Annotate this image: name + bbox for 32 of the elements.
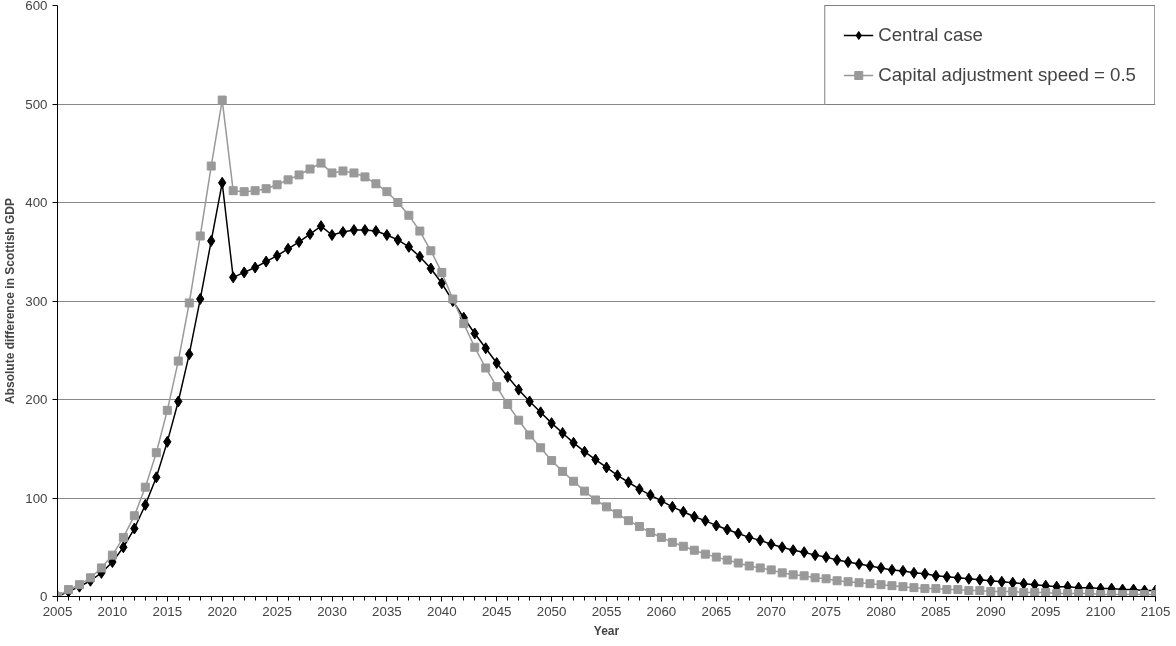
x-tick-label: 2065 xyxy=(701,603,732,619)
y-tick-label: 200 xyxy=(25,392,48,407)
y-tick-label: 400 xyxy=(25,195,48,210)
x-tick-label: 2045 xyxy=(481,603,512,619)
x-tick-label: 2050 xyxy=(536,603,567,619)
x-tick-label: 2085 xyxy=(921,603,951,619)
x-tick-label: 2040 xyxy=(426,603,457,619)
y-tick-label: 500 xyxy=(25,96,48,112)
x-tick-label: 2005 xyxy=(42,603,73,619)
x-tick-label: 2090 xyxy=(975,603,1006,619)
y-tick-label: 100 xyxy=(25,490,48,506)
x-tick-label: 2020 xyxy=(207,603,238,619)
legend-label: Capital adjustment speed = 0.5 xyxy=(878,64,1136,86)
x-axis-title: Year xyxy=(593,623,620,638)
y-tick-label: 600 xyxy=(25,0,48,13)
x-tick-label: 2025 xyxy=(262,603,292,619)
x-tick-label: 2075 xyxy=(811,603,841,619)
legend-label: Central case xyxy=(878,24,983,46)
y-tick-label: 0 xyxy=(40,589,48,604)
x-tick-label: 2105 xyxy=(1140,603,1171,619)
x-tick-label: 2100 xyxy=(1085,603,1116,619)
x-tick-label: 2095 xyxy=(1030,603,1061,619)
x-tick-label: 2080 xyxy=(866,603,896,619)
x-tick-label: 2010 xyxy=(97,603,128,619)
x-tick-label: 2060 xyxy=(646,603,677,619)
x-tick-label: 2030 xyxy=(317,603,347,619)
x-tick-label: 2070 xyxy=(756,603,787,619)
y-axis-title: Absolute difference in Scottish GDP xyxy=(3,197,18,405)
x-tick-label: 2055 xyxy=(591,603,622,619)
x-tick-label: 2015 xyxy=(152,603,183,619)
y-tick-label: 300 xyxy=(25,293,48,309)
x-tick-label: 2035 xyxy=(372,603,402,619)
